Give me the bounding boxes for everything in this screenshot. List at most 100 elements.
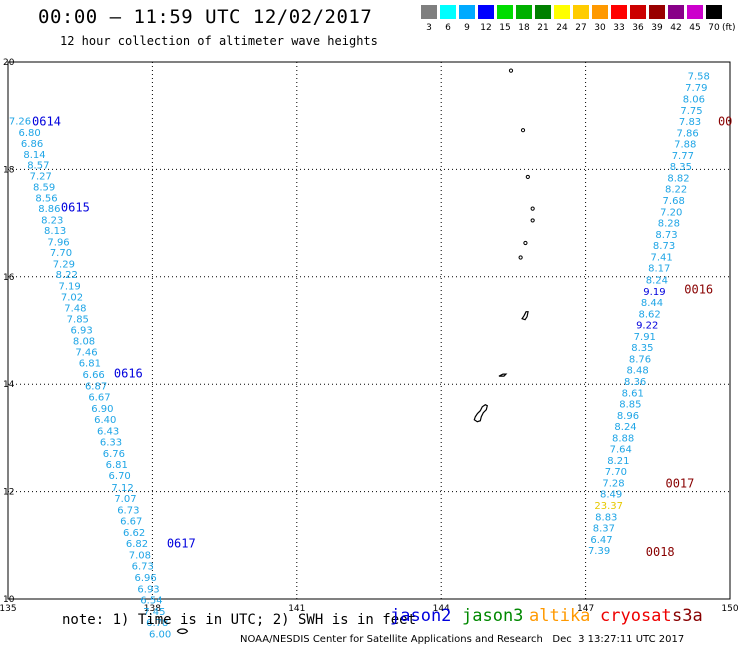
wave-height-value: 6.73 <box>117 505 139 516</box>
wave-height-value: 8.59 <box>33 183 55 194</box>
wave-height-value: 8.73 <box>653 241 675 252</box>
altimeter-tracks: 7.266.806.868.148.577.278.598.568.868.23… <box>9 71 733 640</box>
legend-swatch-15 <box>497 5 513 19</box>
legend-swatch-33 <box>611 5 627 19</box>
pass-time-label: 0615 <box>61 200 90 214</box>
lat-tick-label: 10 <box>3 595 15 605</box>
wave-height-value: 8.24 <box>614 422 636 433</box>
wave-height-value: 6.82 <box>126 539 148 550</box>
pass-time-label: 0614 <box>32 115 61 129</box>
wave-height-value: 8.13 <box>44 226 66 237</box>
legend-swatch-24 <box>554 5 570 19</box>
wave-height-value: 8.17 <box>648 264 670 275</box>
wave-height-value: 6.33 <box>100 438 122 449</box>
wave-height-value: 7.26 <box>9 117 31 128</box>
wave-height-value: 7.29 <box>53 259 75 270</box>
wave-height-value: 8.22 <box>56 270 78 281</box>
wave-height-value: 8.86 <box>38 204 60 215</box>
legend-label-12: 12 <box>480 23 492 33</box>
legend-swatch-21 <box>535 5 551 19</box>
wave-height-value: 7.68 <box>663 196 685 207</box>
graticule <box>8 62 730 599</box>
legend-label-27: 27 <box>575 23 587 33</box>
wave-height-value: 7.19 <box>58 281 80 292</box>
wave-height-value: 6.87 <box>85 381 107 392</box>
wave-height-value: 8.37 <box>593 524 615 535</box>
wave-height-value: 9.22 <box>636 321 658 332</box>
wave-height-value: 8.88 <box>612 433 634 444</box>
wave-height-value: 6.66 <box>83 370 105 381</box>
lat-tick-label: 14 <box>3 380 15 390</box>
legend-label-6: 6 <box>445 23 451 33</box>
legend-label-45: 45 <box>689 23 701 33</box>
wave-height-value: 6.43 <box>97 426 119 437</box>
wave-height-value: 8.82 <box>667 173 689 184</box>
lon-tick-label: 141 <box>288 604 305 614</box>
wave-height-value: 7.88 <box>674 140 696 151</box>
wave-height-value: 6.00 <box>149 629 171 640</box>
legend-label-70: 70 <box>708 23 720 33</box>
wave-height-value: 6.81 <box>106 460 128 471</box>
wave-height-value: 8.35 <box>670 162 692 173</box>
wave-height-value: 7.39 <box>588 546 610 557</box>
wave-height-value: 7.08 <box>129 550 151 561</box>
wave-height-value: 7.91 <box>634 332 656 343</box>
wave-height-value: 7.46 <box>75 347 97 358</box>
map-frame <box>7 61 731 600</box>
island-4 <box>530 206 535 211</box>
wave-height-value: 6.62 <box>123 528 145 539</box>
wave-height-value: 6.81 <box>79 359 101 370</box>
wave-height-value: 7.28 <box>602 478 624 489</box>
wave-height-value: 8.49 <box>600 490 622 501</box>
legend-swatch-3 <box>421 5 437 19</box>
pass-time-label: 0018 <box>646 545 675 559</box>
island-7 <box>518 255 523 260</box>
wave-height-value: 8.73 <box>655 230 677 241</box>
wave-height-value: 6.90 <box>91 404 113 415</box>
island-6 <box>523 240 528 246</box>
island-1 <box>508 68 514 73</box>
wave-height-value: 6.67 <box>120 517 142 528</box>
wave-height-value: 6.93 <box>71 325 93 336</box>
legend-swatch-27 <box>573 5 589 19</box>
satellite-label-jason2: jason2 <box>390 606 452 626</box>
wave-height-value: 7.70 <box>605 467 627 478</box>
wave-height-value: 8.85 <box>619 400 641 411</box>
wave-height-value: 8.96 <box>617 411 639 422</box>
legend-label-33: 33 <box>613 23 625 33</box>
wave-height-value: 6.78 <box>146 618 168 629</box>
lat-tick-label: 16 <box>3 273 15 283</box>
wave-height-value: 6.96 <box>135 573 157 584</box>
axis-labels: 135 138 141 144 147 150 20 18 16 14 12 10 <box>0 58 739 614</box>
lon-tick-label: 144 <box>433 604 450 614</box>
pass-time-label: 0016 <box>684 283 713 297</box>
lat-tick-label: 12 <box>3 488 14 498</box>
wave-height-value: 8.22 <box>665 185 687 196</box>
wave-height-value: 6.47 <box>590 535 612 546</box>
wave-height-value: 8.83 <box>595 512 617 523</box>
map-title: 00:00 – 11:59 UTC 12/02/2017 <box>38 6 373 28</box>
legend-swatch-30 <box>592 5 608 19</box>
legend-swatch-39 <box>649 5 665 19</box>
legend-label-42: 42 <box>670 23 682 33</box>
legend-swatch-36 <box>630 5 646 19</box>
lon-tick-label: 147 <box>577 604 594 614</box>
wave-height-value: 6.86 <box>21 139 43 150</box>
wave-height-value: 7.86 <box>677 128 699 139</box>
rota <box>498 373 508 377</box>
legend-label-18: 18 <box>518 23 530 33</box>
island-3 <box>525 174 530 180</box>
wave-height-value: 7.27 <box>30 171 52 182</box>
wave-height-value: 8.21 <box>607 456 629 467</box>
wave-height-value: 6.54 <box>140 596 162 607</box>
wave-height-value: 6.76 <box>103 449 125 460</box>
legend-swatch-42 <box>668 5 684 19</box>
wave-height-value: 7.64 <box>610 445 632 456</box>
wave-height-value: 8.23 <box>41 215 63 226</box>
satellite-label-s3a: s3a <box>672 606 703 626</box>
wave-height-value: 8.56 <box>35 193 57 204</box>
legend-swatch-70 <box>706 5 722 19</box>
wave-height-value: 8.61 <box>622 388 644 399</box>
wave-height-value: 8.36 <box>624 377 646 388</box>
